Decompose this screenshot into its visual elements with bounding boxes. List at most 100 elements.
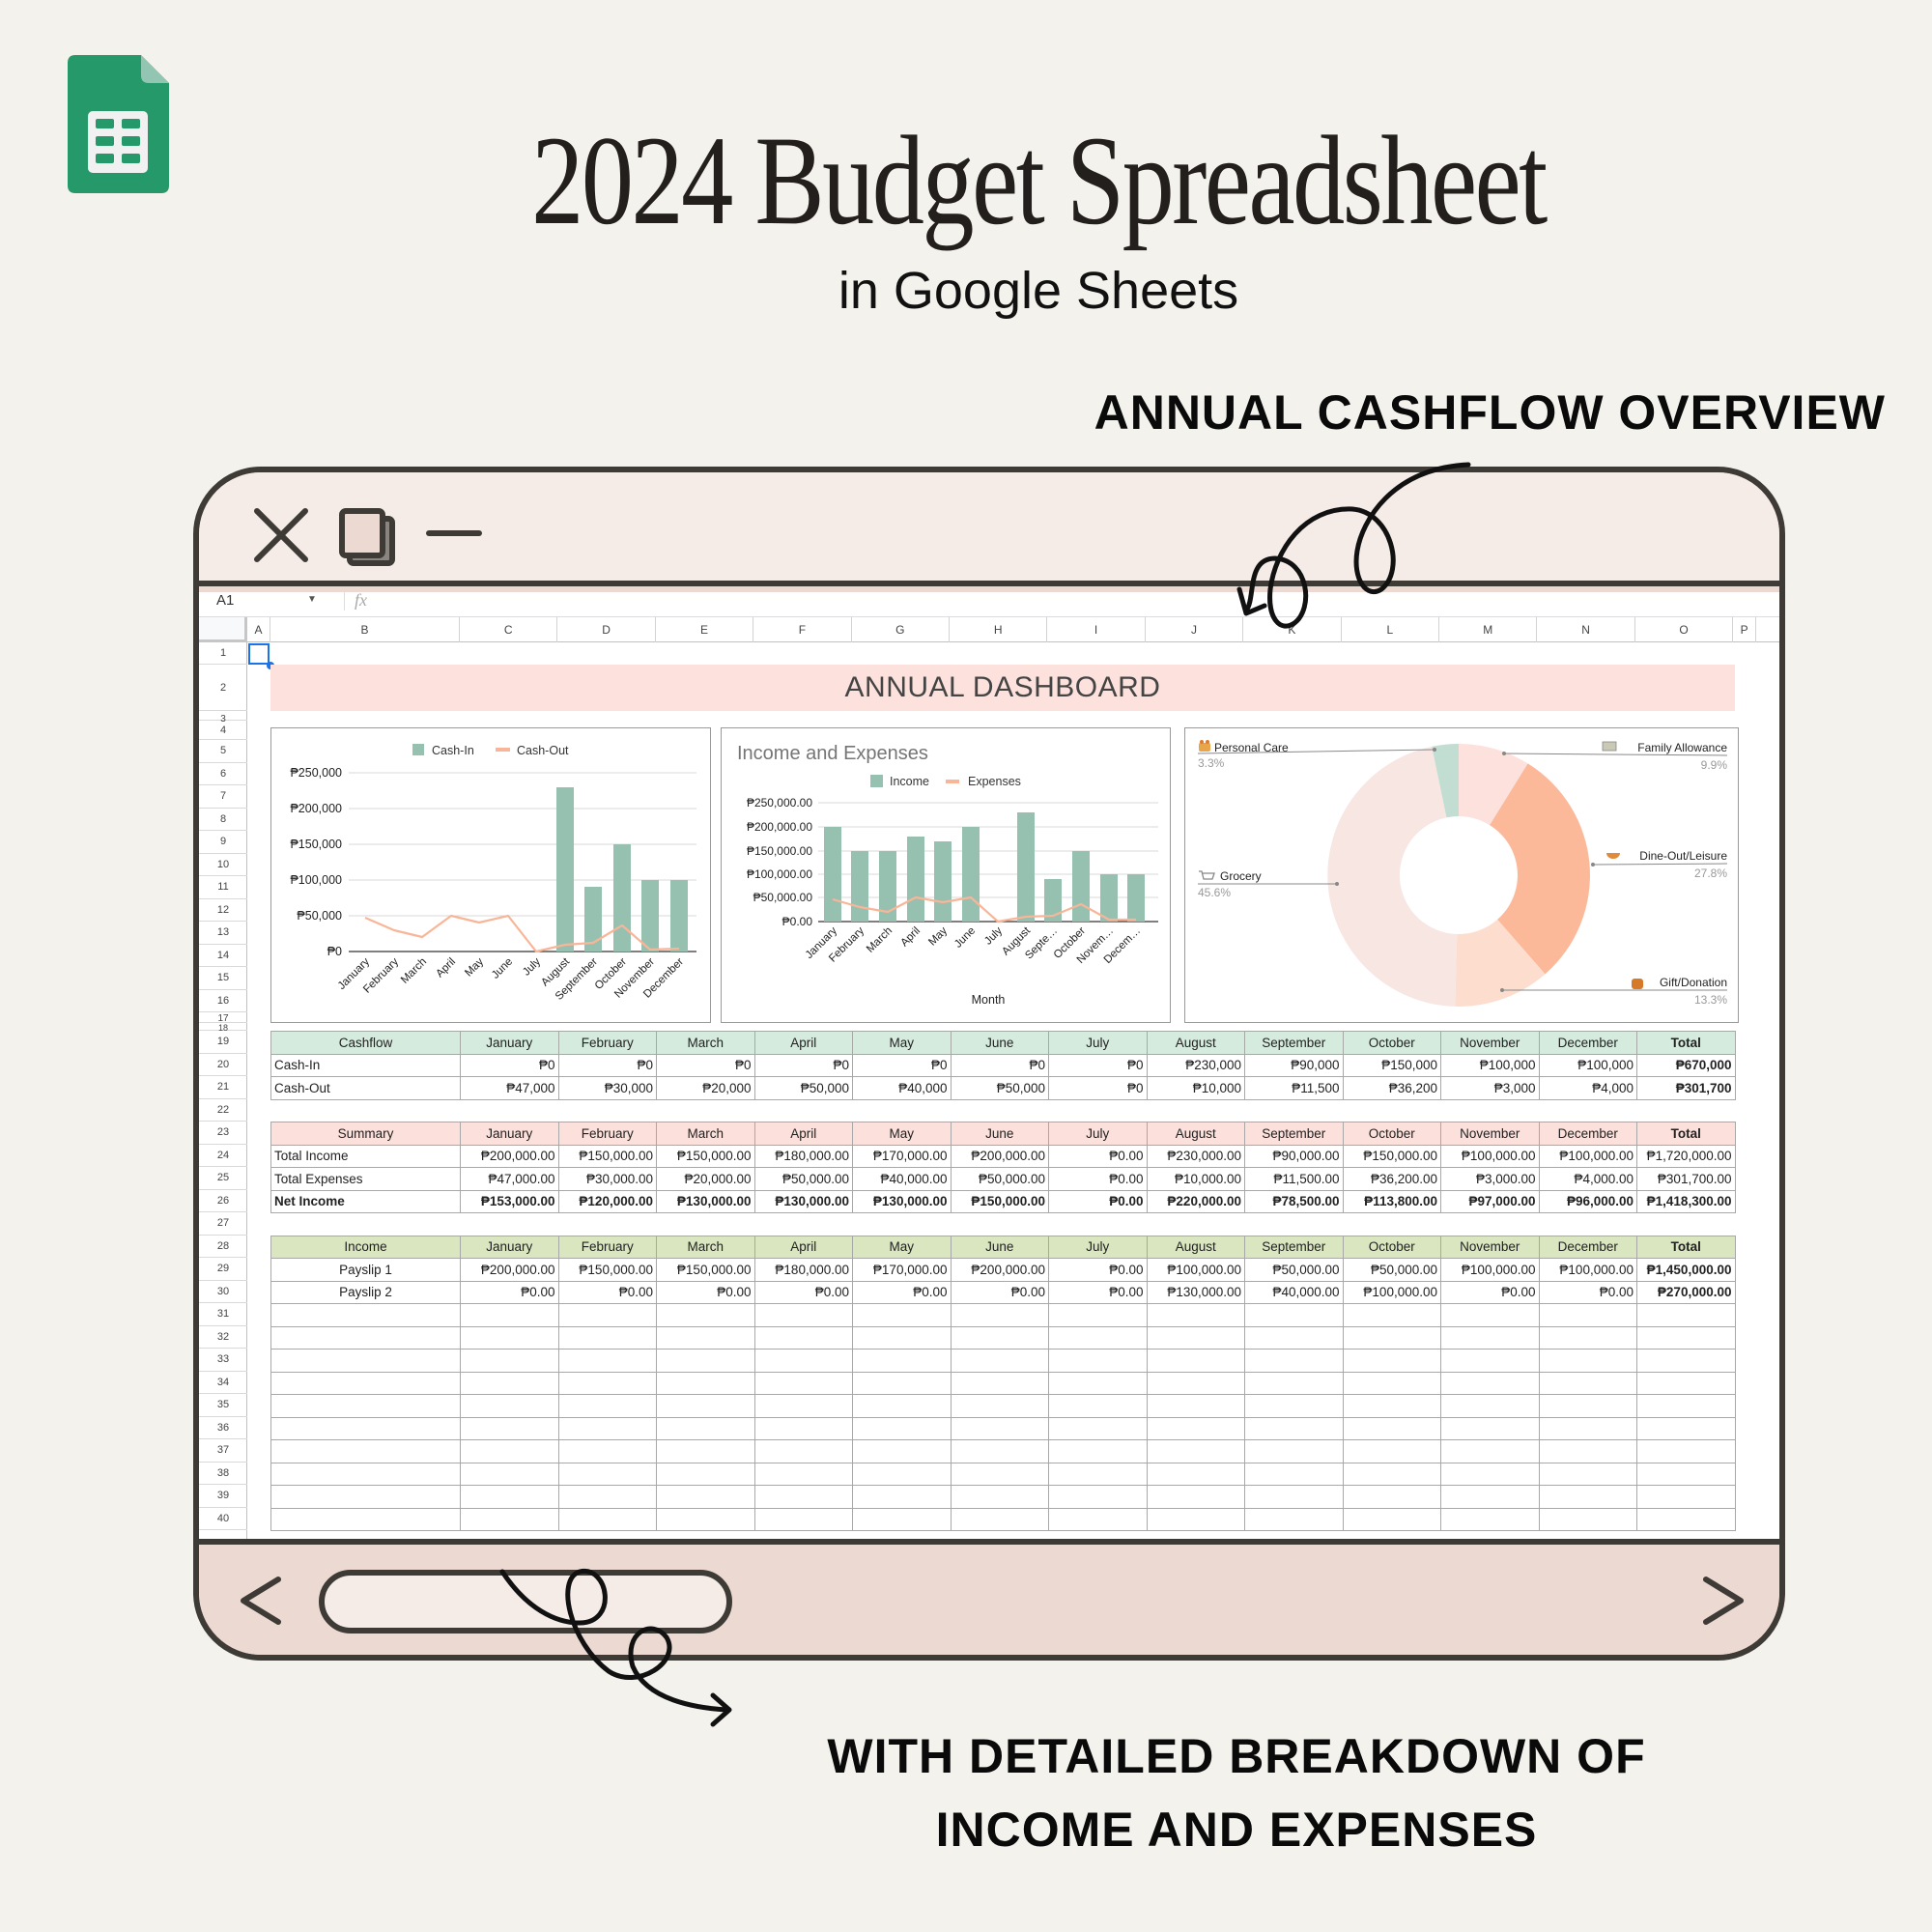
cell[interactable]: ₱153,000.00 (460, 1189, 559, 1213)
row-header[interactable]: 37 (199, 1439, 247, 1463)
cell[interactable]: ₱0.00 (460, 1280, 559, 1304)
cell[interactable]: ₱40,000.00 (1244, 1280, 1344, 1304)
cell[interactable]: ₱30,000.00 (557, 1167, 657, 1191)
row-label[interactable]: Total Expenses (270, 1167, 461, 1191)
row-header[interactable]: 38 (199, 1463, 247, 1485)
bar-august[interactable] (556, 787, 574, 952)
cell[interactable]: ₱180,000.00 (753, 1258, 853, 1282)
row-header[interactable]: 28 (199, 1236, 247, 1258)
cell[interactable]: ₱150,000.00 (557, 1258, 657, 1282)
cell[interactable]: ₱40,000.00 (852, 1167, 952, 1191)
cell[interactable]: ₱3,000 (1440, 1076, 1540, 1100)
cell[interactable]: ₱130,000.00 (753, 1189, 853, 1213)
column-header-o[interactable]: O (1635, 617, 1734, 642)
cell[interactable]: ₱50,000.00 (753, 1167, 853, 1191)
cell[interactable]: ₱0 (460, 1053, 559, 1077)
cell[interactable]: ₱120,000.00 (557, 1189, 657, 1213)
cell[interactable]: ₱36,200 (1342, 1076, 1441, 1100)
row-header[interactable]: 18 (199, 1023, 247, 1033)
column-header-l[interactable]: L (1342, 617, 1439, 642)
cell[interactable]: ₱100,000.00 (1440, 1258, 1540, 1282)
empty-row[interactable] (270, 1416, 1736, 1440)
column-header-e[interactable]: E (656, 617, 754, 642)
cell[interactable]: ₱130,000.00 (656, 1189, 755, 1213)
row-header[interactable]: 17 (199, 1012, 247, 1024)
row-header[interactable]: 35 (199, 1394, 247, 1417)
expenses-line[interactable] (832, 895, 1136, 923)
row-label[interactable]: Total Income (270, 1144, 461, 1168)
cell[interactable]: ₱0 (950, 1053, 1049, 1077)
cell[interactable]: ₱170,000.00 (852, 1144, 952, 1168)
bar-november[interactable] (1100, 874, 1118, 922)
empty-row[interactable] (270, 1371, 1736, 1395)
slice-grocery[interactable] (1327, 746, 1458, 1007)
cell[interactable]: ₱100,000.00 (1342, 1280, 1441, 1304)
cell[interactable]: ₱0.00 (1048, 1167, 1148, 1191)
row-header[interactable]: 26 (199, 1190, 247, 1212)
cell[interactable]: ₱150,000.00 (557, 1144, 657, 1168)
row-header[interactable]: 4 (199, 721, 247, 740)
cell[interactable]: ₱96,000.00 (1538, 1189, 1637, 1213)
cell[interactable]: ₱50,000.00 (1342, 1258, 1441, 1282)
cell[interactable]: ₱4,000.00 (1538, 1167, 1637, 1191)
row-header[interactable]: 7 (199, 785, 247, 809)
cell[interactable]: ₱100,000.00 (1440, 1144, 1540, 1168)
row-header[interactable]: 11 (199, 876, 247, 899)
total-cell[interactable]: ₱301,700 (1636, 1076, 1736, 1100)
close-icon[interactable] (253, 507, 309, 563)
row-header[interactable]: 21 (199, 1076, 247, 1099)
cashflow-chart[interactable]: Cash-In Cash-Out ₱250,000 ₱200,000 (270, 727, 711, 1023)
row-header[interactable]: 34 (199, 1372, 247, 1394)
column-header-c[interactable]: C (460, 617, 558, 642)
row-header[interactable]: 30 (199, 1281, 247, 1303)
cell[interactable]: ₱0 (656, 1053, 755, 1077)
name-box[interactable]: A1 (216, 592, 235, 609)
cell[interactable]: ₱97,000.00 (1440, 1189, 1540, 1213)
row-header[interactable]: 23 (199, 1122, 247, 1145)
cell[interactable]: ₱200,000.00 (950, 1144, 1049, 1168)
row-header[interactable]: 5 (199, 740, 247, 763)
row-header[interactable]: 2 (199, 665, 247, 711)
row-header[interactable]: 13 (199, 922, 247, 945)
cell[interactable]: ₱0 (753, 1053, 853, 1077)
bar-january[interactable] (824, 827, 841, 922)
bar-february[interactable] (851, 851, 868, 922)
cell[interactable]: ₱0.00 (1048, 1280, 1148, 1304)
row-header[interactable]: 36 (199, 1417, 247, 1439)
row-header[interactable]: 10 (199, 854, 247, 876)
row-header[interactable]: 16 (199, 990, 247, 1012)
cell[interactable]: ₱0.00 (753, 1280, 853, 1304)
cell[interactable]: ₱150,000.00 (1342, 1144, 1441, 1168)
cell[interactable]: ₱3,000.00 (1440, 1167, 1540, 1191)
empty-row[interactable] (270, 1507, 1736, 1531)
income-expenses-chart[interactable]: Income and Expenses Income Expenses ₱ (721, 727, 1171, 1023)
column-header-j[interactable]: J (1146, 617, 1244, 642)
cell[interactable]: ₱10,000.00 (1146, 1167, 1245, 1191)
cell[interactable]: ₱47,000.00 (460, 1167, 559, 1191)
cell[interactable]: ₱0.00 (1538, 1280, 1637, 1304)
row-header[interactable]: 8 (199, 809, 247, 831)
cell[interactable]: ₱0.00 (1048, 1144, 1148, 1168)
row-header[interactable]: 3 (199, 711, 247, 724)
cell[interactable]: ₱50,000.00 (950, 1167, 1049, 1191)
cell[interactable]: ₱180,000.00 (753, 1144, 853, 1168)
cell[interactable]: ₱0.00 (656, 1280, 755, 1304)
cell[interactable]: ₱150,000.00 (656, 1144, 755, 1168)
bar-august[interactable] (1017, 812, 1035, 922)
cell[interactable]: ₱20,000 (656, 1076, 755, 1100)
column-header-n[interactable]: N (1537, 617, 1635, 642)
empty-row[interactable] (270, 1485, 1736, 1509)
selected-cell-a1[interactable] (248, 643, 270, 665)
cell[interactable]: ₱0.00 (1440, 1280, 1540, 1304)
cell[interactable]: ₱0.00 (950, 1280, 1049, 1304)
bar-march[interactable] (879, 851, 896, 922)
cell[interactable]: ₱0.00 (852, 1280, 952, 1304)
cell[interactable]: ₱50,000 (950, 1076, 1049, 1100)
row-header[interactable]: 40 (199, 1508, 247, 1530)
row-header[interactable]: 1 (199, 642, 247, 665)
restore-icon[interactable] (338, 507, 396, 567)
chevron-right-icon[interactable] (1696, 1574, 1750, 1628)
expense-breakdown-donut[interactable]: Personal Care 3.3% Family Allowance 9.9%… (1184, 727, 1739, 1023)
row-header[interactable]: 20 (199, 1054, 247, 1076)
chevron-left-icon[interactable] (234, 1574, 288, 1628)
